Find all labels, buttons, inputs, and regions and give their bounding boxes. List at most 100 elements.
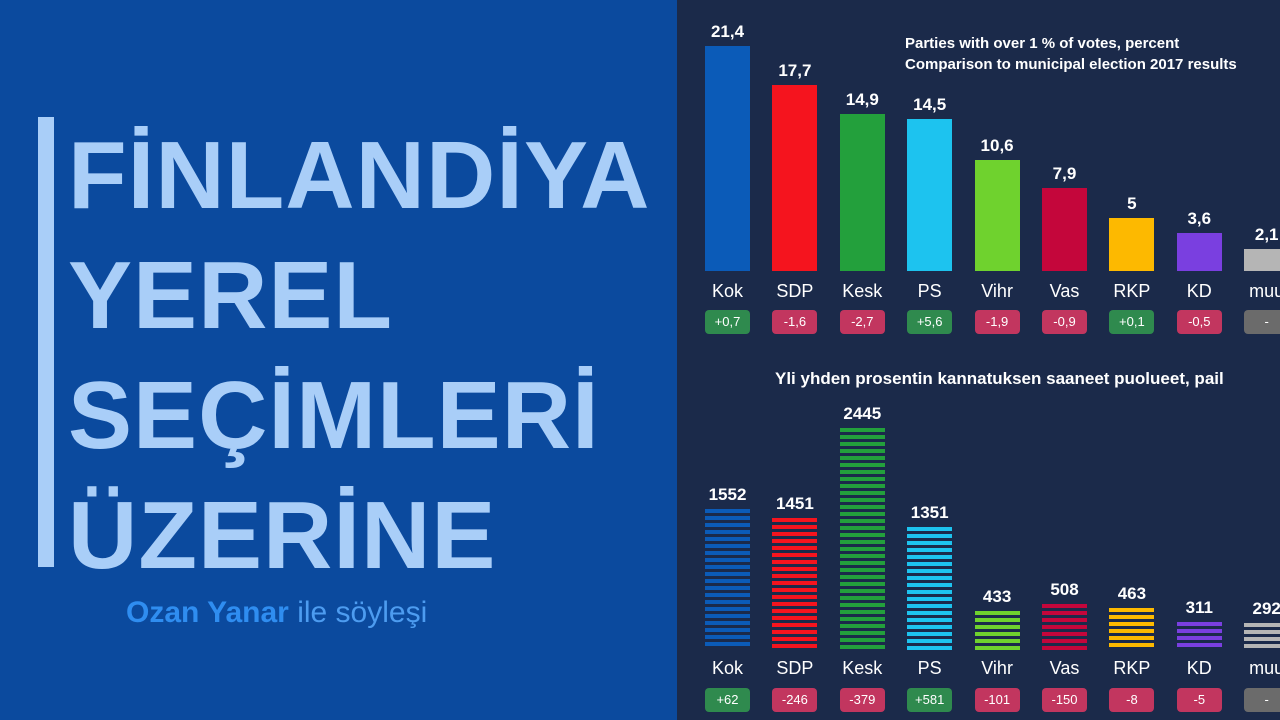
bar-stripe — [839, 456, 885, 460]
bar-stripe — [705, 600, 750, 604]
bar-stripe — [839, 428, 885, 432]
bar-stripe — [839, 519, 885, 523]
value-label: 508 — [1050, 580, 1079, 599]
value-label: 292 — [1252, 599, 1280, 618]
bar-vas — [1042, 188, 1087, 271]
category-label: Kok — [711, 658, 744, 678]
bar-stripe — [772, 574, 818, 578]
bar-stripe — [705, 544, 750, 548]
bar-stripe — [839, 477, 885, 481]
value-label: 5 — [1127, 194, 1137, 213]
bar-stripe — [1109, 622, 1155, 626]
bar-stripe — [974, 639, 1020, 643]
category-label: muu — [1249, 658, 1280, 678]
bar-stripe — [772, 616, 818, 620]
change-chip: -150 — [1042, 688, 1087, 712]
bar-stripe — [907, 604, 953, 608]
bar-stripe — [1042, 625, 1087, 629]
bar-stripe — [839, 491, 885, 495]
value-label: 14,9 — [845, 90, 879, 109]
category-label: PS — [917, 658, 942, 678]
value-label: 1451 — [775, 494, 814, 513]
bar-ps — [907, 527, 953, 650]
bar-stripe — [839, 575, 885, 579]
chart1-note-1: Parties with over 1 % of votes, percent — [905, 35, 1180, 52]
bar-stripe — [772, 609, 818, 613]
value-label: 1552 — [708, 485, 747, 504]
change-chip: +5,6 — [907, 310, 953, 334]
bar-stripe — [772, 539, 818, 543]
value-label: 463 — [1117, 584, 1147, 603]
charts-panel: Parties with over 1 % of votes, percent … — [677, 0, 1280, 720]
bar-stripe — [1176, 643, 1222, 647]
bar-stripe — [907, 597, 953, 601]
bar-stripe — [772, 560, 818, 564]
title-line-2: YEREL — [68, 242, 394, 349]
bar-stripe — [705, 621, 750, 625]
bar-stripe — [907, 527, 953, 531]
bar-stripe — [705, 537, 750, 541]
bar-stripe — [705, 586, 750, 590]
bar-stripe — [839, 498, 885, 502]
category-label: Vas — [1049, 658, 1080, 678]
bar-stripe — [839, 470, 885, 474]
category-label: SDP — [776, 281, 814, 301]
bar-stripe — [1042, 611, 1087, 615]
chart2-note: Yli yhden prosentin kannatuksen saaneet … — [775, 369, 1224, 388]
bar-stripe — [907, 548, 953, 552]
change-chip: -379 — [839, 688, 885, 712]
bar-stripe — [1109, 643, 1155, 647]
bar-stripe — [839, 596, 885, 600]
title-line-3: SEÇİMLERİ — [68, 362, 600, 469]
bar-stripe — [974, 632, 1020, 636]
change-chip: +581 — [907, 688, 953, 712]
category-label: PS — [917, 281, 942, 301]
bar-stripe — [839, 568, 885, 572]
change-chip: -0,5 — [1176, 310, 1222, 334]
byline-rest: ile söyleşi — [288, 596, 428, 629]
bar-stripe — [705, 565, 750, 569]
change-chip: -0,9 — [1042, 310, 1087, 334]
bar-stripe — [772, 630, 818, 634]
bar-stripe — [839, 582, 885, 586]
bar-stripe — [705, 558, 750, 562]
bar-stripe — [839, 603, 885, 607]
change-chip: -5 — [1176, 688, 1222, 712]
change-chip: -1,9 — [974, 310, 1020, 334]
bar-stripe — [1042, 618, 1087, 622]
bar-stripe — [1244, 637, 1280, 641]
category-label: KD — [1186, 658, 1212, 678]
category-label: Kok — [711, 281, 744, 301]
byline-name: Ozan Yanar — [126, 596, 289, 629]
bar-stripe — [772, 623, 818, 627]
change-chip: -1,6 — [772, 310, 818, 334]
category-label: muu — [1249, 281, 1280, 301]
value-label: 10,6 — [980, 136, 1014, 155]
bar-stripe — [974, 618, 1020, 622]
bar-stripe — [705, 572, 750, 576]
change-chip: -8 — [1109, 688, 1155, 712]
bar-stripe — [772, 637, 818, 641]
bar-vihr — [974, 611, 1020, 650]
bar-stripe — [907, 569, 953, 573]
bar-stripe — [839, 589, 885, 593]
bar-stripe — [772, 595, 818, 599]
bar-stripe — [907, 541, 953, 545]
bar-stripe — [705, 579, 750, 583]
bar-stripe — [1109, 608, 1155, 612]
change-chip: -246 — [772, 688, 818, 712]
bar-stripe — [839, 561, 885, 565]
bar-stripe — [1244, 644, 1280, 648]
bar-stripe — [1042, 646, 1087, 650]
value-label: 1351 — [910, 503, 949, 522]
category-label: Kesk — [842, 281, 883, 301]
bar-stripe — [772, 532, 818, 536]
accent-bar — [38, 117, 54, 567]
category-label: KD — [1186, 281, 1212, 301]
bar-stripe — [772, 567, 818, 571]
bar-stripe — [839, 463, 885, 467]
bar-rkp — [1109, 608, 1155, 650]
bar-stripe — [907, 639, 953, 643]
bar-stripe — [907, 625, 953, 629]
bar-kesk — [839, 114, 885, 271]
